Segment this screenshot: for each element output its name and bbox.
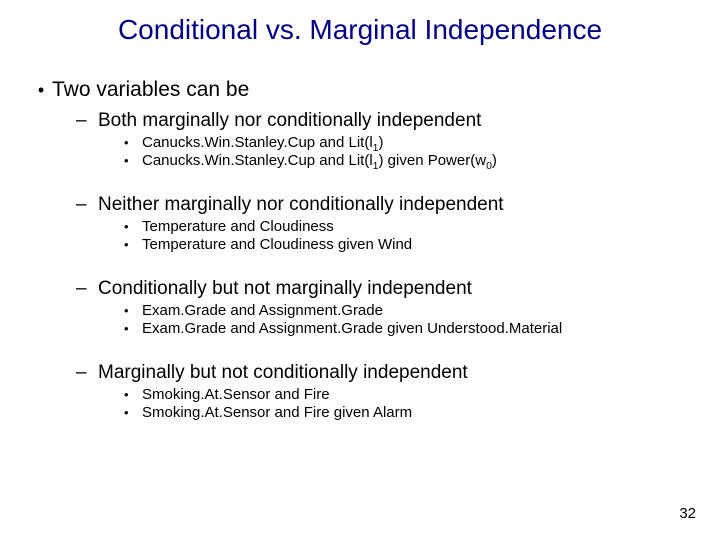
- bullet-level3: • Smoking.At.Sensor and Fire: [124, 386, 690, 403]
- level3-text: Exam.Grade and Assignment.Grade given Un…: [142, 320, 690, 337]
- bullet-level2: – Conditionally but not marginally indep…: [76, 278, 690, 300]
- bullet-level3: • Temperature and Cloudiness given Wind: [124, 236, 690, 253]
- bullet-level2: – Neither marginally nor conditionally i…: [76, 194, 690, 216]
- bullet-dot-icon: •: [124, 303, 142, 318]
- bullet-dot-icon: •: [124, 237, 142, 252]
- level2-text: Marginally but not conditionally indepen…: [98, 362, 690, 384]
- bullet-dot-icon: •: [124, 153, 142, 168]
- bullet-level2: – Marginally but not conditionally indep…: [76, 362, 690, 384]
- level3-text: Canucks.Win.Stanley.Cup and Lit(l1) give…: [142, 152, 690, 169]
- bullet-level2: – Both marginally nor conditionally inde…: [76, 110, 690, 132]
- slide-content: • Two variables can be – Both marginally…: [30, 78, 690, 422]
- bullet-dot-icon: •: [124, 219, 142, 234]
- spacer: [30, 338, 690, 356]
- slide: Conditional vs. Marginal Independence • …: [0, 0, 720, 540]
- spacer: [30, 254, 690, 272]
- bullet-level1: • Two variables can be: [30, 78, 690, 102]
- level3-text: Smoking.At.Sensor and Fire given Alarm: [142, 404, 690, 421]
- dash-icon: –: [76, 194, 98, 216]
- bullet-level3: • Temperature and Cloudiness: [124, 218, 690, 235]
- level2-text: Both marginally nor conditionally indepe…: [98, 110, 690, 132]
- bullet-dot-icon: •: [124, 135, 142, 150]
- level3-text: Temperature and Cloudiness: [142, 218, 690, 235]
- bullet-level3: • Exam.Grade and Assignment.Grade: [124, 302, 690, 319]
- level3-text: Smoking.At.Sensor and Fire: [142, 386, 690, 403]
- dash-icon: –: [76, 278, 98, 300]
- bullet-dot-icon: •: [124, 321, 142, 336]
- bullet-dot-icon: •: [124, 387, 142, 402]
- level3-text: Canucks.Win.Stanley.Cup and Lit(l1): [142, 134, 690, 151]
- bullet-level3: • Canucks.Win.Stanley.Cup and Lit(l1): [124, 134, 690, 151]
- bullet-dot-icon: •: [124, 405, 142, 420]
- dash-icon: –: [76, 110, 98, 132]
- level2-text: Neither marginally nor conditionally ind…: [98, 194, 690, 216]
- bullet-level3: • Smoking.At.Sensor and Fire given Alarm: [124, 404, 690, 421]
- bullet-level3: • Canucks.Win.Stanley.Cup and Lit(l1) gi…: [124, 152, 690, 169]
- level3-text: Temperature and Cloudiness given Wind: [142, 236, 690, 253]
- level1-text: Two variables can be: [52, 78, 690, 102]
- page-number: 32: [679, 505, 696, 522]
- bullet-dot-icon: •: [30, 80, 52, 101]
- bullet-level3: • Exam.Grade and Assignment.Grade given …: [124, 320, 690, 337]
- level3-text: Exam.Grade and Assignment.Grade: [142, 302, 690, 319]
- spacer: [30, 170, 690, 188]
- level2-text: Conditionally but not marginally indepen…: [98, 278, 690, 300]
- dash-icon: –: [76, 362, 98, 384]
- slide-title: Conditional vs. Marginal Independence: [0, 14, 720, 46]
